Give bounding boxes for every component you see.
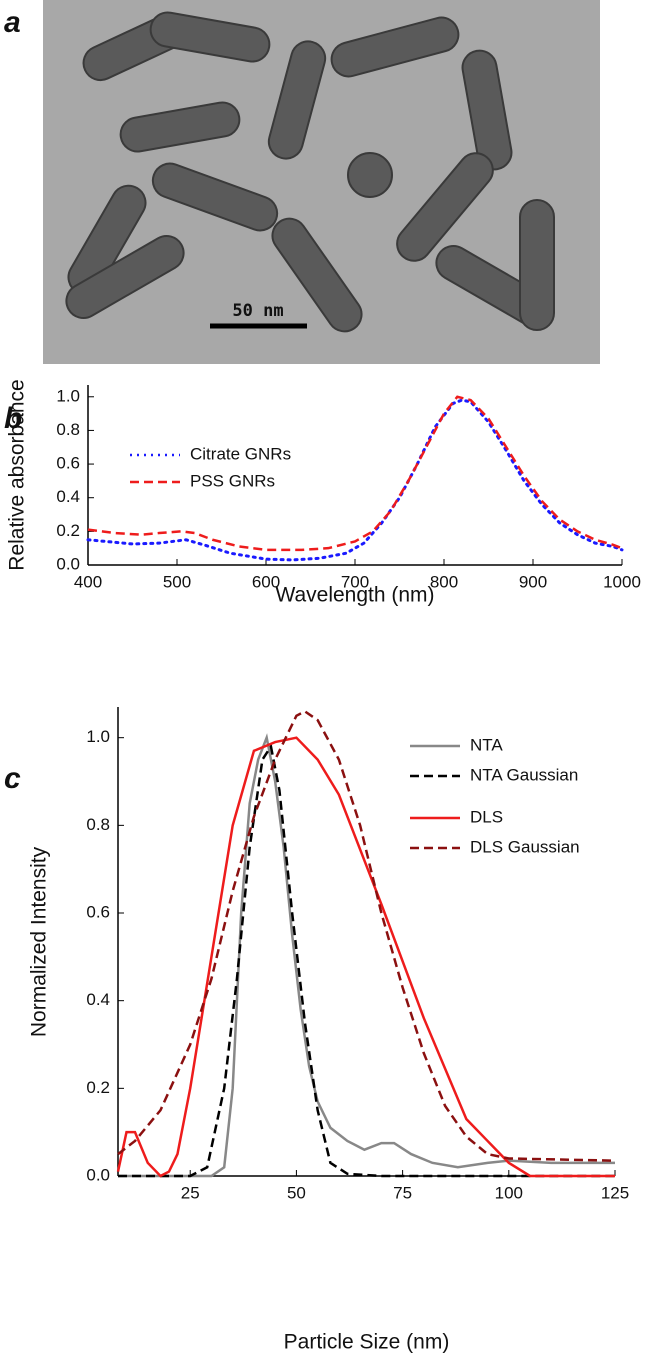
x-tick-label: 75: [393, 1183, 412, 1202]
y-tick-label: 0.6: [56, 454, 80, 473]
x-tick-label: 50: [287, 1183, 306, 1202]
legend-label: DLS: [470, 807, 503, 826]
y-tick-label: 0.4: [86, 990, 110, 1009]
x-tick-label: 800: [430, 572, 458, 591]
scale-bar-label: 50 nm: [232, 301, 283, 321]
series-line: [118, 743, 615, 1178]
y-tick-label: 0.0: [86, 1165, 110, 1184]
y-tick-label: 1.0: [56, 386, 80, 405]
legend-label: NTA Gaussian: [470, 765, 578, 784]
x-tick-label: 400: [74, 572, 102, 591]
legend-label: Citrate GNRs: [190, 444, 291, 463]
series-line: [117, 709, 616, 1162]
series-line: [116, 736, 615, 1178]
x-tick-label: 900: [519, 572, 547, 591]
y-tick-label: 1.0: [86, 727, 110, 746]
x-tick-label: 100: [495, 1183, 523, 1202]
legend-label: NTA: [470, 735, 503, 754]
y-tick-label: 0.0: [56, 554, 80, 573]
x-tick-label: 25: [181, 1183, 200, 1202]
x-tick-label: 600: [252, 572, 280, 591]
y-tick-label: 0.2: [56, 521, 80, 540]
panel-label: b: [4, 402, 22, 435]
micrograph: 50 nm: [43, 0, 600, 364]
panel-label: a: [4, 6, 21, 39]
x-tick-label: 125: [601, 1183, 629, 1202]
y-tick-label: 0.8: [56, 420, 80, 439]
x-tick-label: 1000: [603, 572, 641, 591]
panel-label: c: [4, 762, 21, 795]
y-axis-title: Normalized Intensity: [28, 846, 51, 1037]
y-tick-label: 0.6: [86, 902, 110, 921]
legend-label: DLS Gaussian: [470, 837, 580, 856]
y-tick-label: 0.4: [56, 487, 80, 506]
series-line: [118, 733, 615, 1178]
series-line: [87, 395, 623, 552]
series-line: [86, 398, 624, 562]
x-axis-title: Wavelength (nm): [275, 584, 434, 607]
x-axis-title: Particle Size (nm): [284, 1331, 450, 1354]
x-tick-label: 700: [341, 572, 369, 591]
y-axis-title: Relative absorbance: [6, 379, 29, 570]
legend-label: PSS GNRs: [190, 471, 275, 490]
x-tick-label: 500: [163, 572, 191, 591]
y-tick-label: 0.2: [86, 1078, 110, 1097]
y-tick-label: 0.8: [86, 815, 110, 834]
